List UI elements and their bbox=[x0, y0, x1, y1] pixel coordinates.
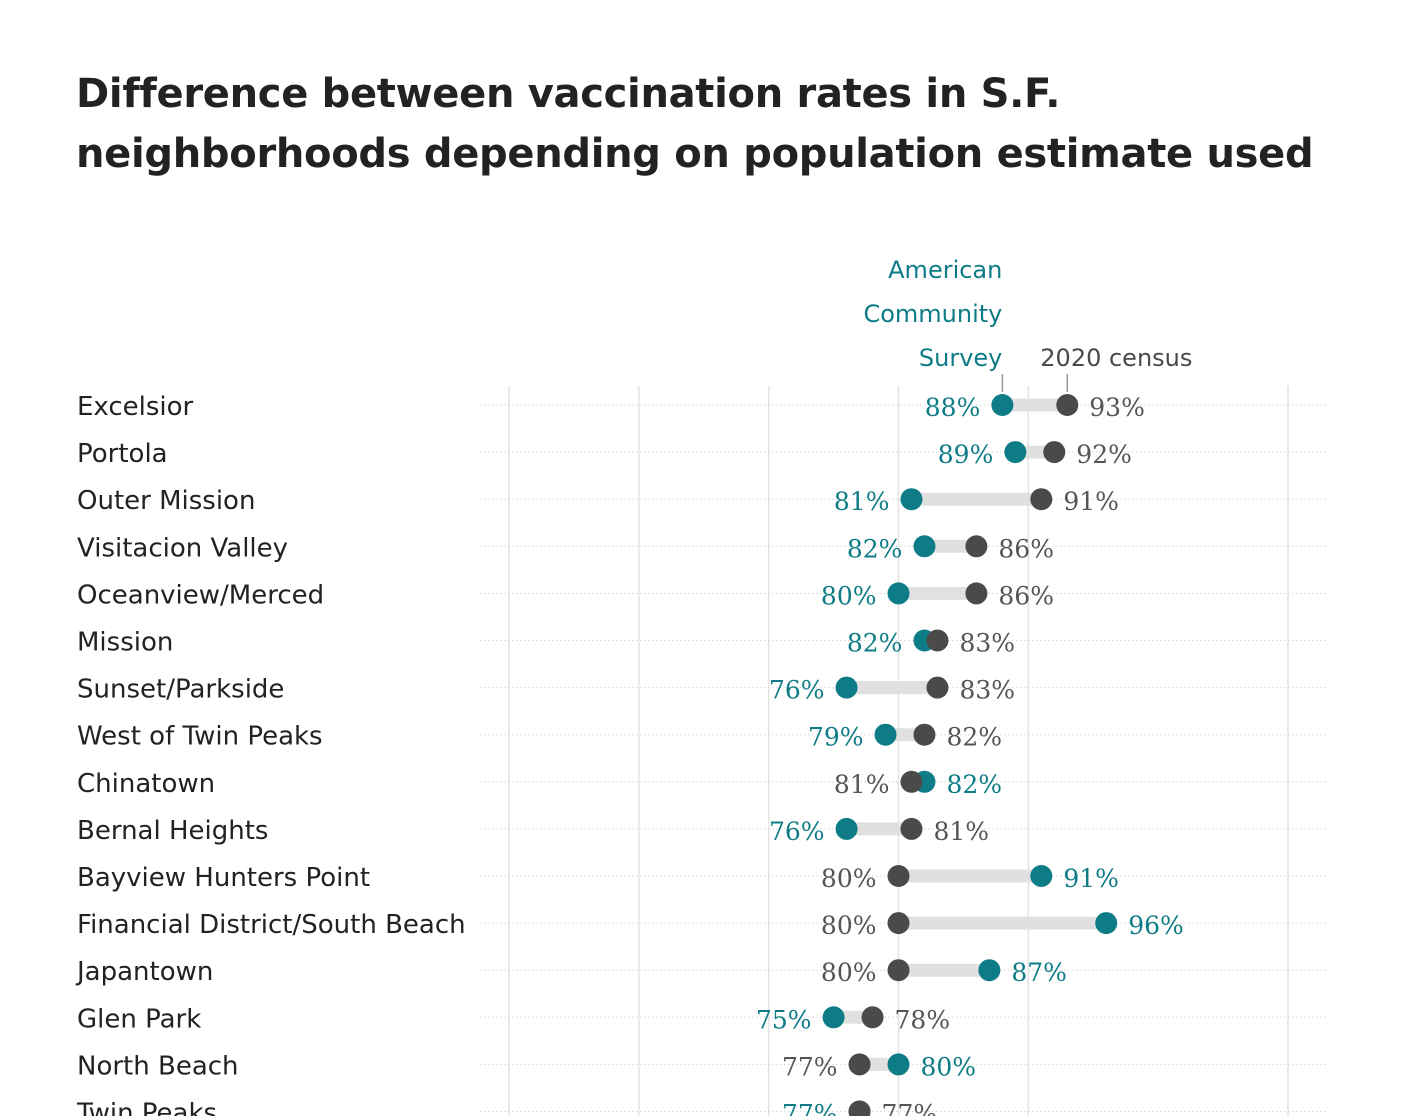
value-census-glen-park: 78% bbox=[895, 1005, 951, 1034]
value-census-twin-peaks: 77% bbox=[882, 1100, 938, 1116]
value-acs-visitacion-valley: 82% bbox=[847, 534, 903, 563]
dot-acs-japantown bbox=[978, 959, 1001, 982]
dot-acs-visitacion-valley bbox=[913, 535, 936, 558]
dot-acs-west-of-twin-peaks bbox=[874, 723, 897, 746]
dot-census-financial-district-south-beach bbox=[887, 912, 910, 935]
value-census-mission: 83% bbox=[959, 629, 1015, 658]
dot-census-outer-mission bbox=[1030, 488, 1053, 511]
chart-title: Difference between vaccination rates in … bbox=[76, 71, 1314, 177]
value-acs-twin-peaks: 77% bbox=[782, 1100, 838, 1116]
dot-census-west-of-twin-peaks bbox=[913, 723, 936, 746]
dot-census-excelsior bbox=[1056, 394, 1079, 416]
dot-census-visitacion-valley bbox=[965, 535, 988, 558]
row-label-japantown: Japantown bbox=[75, 957, 213, 987]
value-acs-chinatown: 82% bbox=[946, 770, 1002, 799]
row-label-north-beach: North Beach bbox=[77, 1051, 239, 1081]
value-acs-north-beach: 80% bbox=[921, 1052, 977, 1081]
value-acs-bernal-heights: 76% bbox=[769, 817, 825, 846]
dot-census-oceanview-merced bbox=[965, 582, 988, 605]
value-acs-outer-mission: 81% bbox=[834, 487, 890, 516]
value-acs-west-of-twin-peaks: 79% bbox=[808, 723, 864, 752]
row-label-twin-peaks: Twin Peaks bbox=[76, 1099, 217, 1116]
dot-census-japantown bbox=[887, 959, 910, 982]
dot-acs-bernal-heights bbox=[835, 817, 858, 840]
value-census-excelsior: 93% bbox=[1089, 393, 1145, 422]
value-census-financial-district-south-beach: 80% bbox=[821, 911, 877, 940]
dot-census-chinatown bbox=[900, 770, 923, 793]
value-census-bernal-heights: 81% bbox=[933, 817, 989, 846]
value-census-north-beach: 77% bbox=[782, 1052, 838, 1081]
dot-acs-oceanview-merced bbox=[887, 582, 910, 605]
legend-acs-line-3: Survey bbox=[919, 344, 1002, 372]
dot-census-portola bbox=[1043, 441, 1066, 464]
dot-acs-portola bbox=[1004, 441, 1027, 464]
row-label-west-of-twin-peaks: West of Twin Peaks bbox=[77, 722, 323, 752]
dot-census-twin-peaks bbox=[848, 1100, 871, 1116]
row-label-bernal-heights: Bernal Heights bbox=[77, 816, 268, 846]
value-acs-oceanview-merced: 80% bbox=[821, 581, 877, 610]
value-census-outer-mission: 91% bbox=[1063, 487, 1119, 516]
value-census-west-of-twin-peaks: 82% bbox=[946, 723, 1002, 752]
value-acs-sunset-parkside: 76% bbox=[769, 676, 825, 705]
value-census-bayview-hunters-point: 80% bbox=[821, 864, 877, 893]
dot-acs-glen-park bbox=[822, 1006, 845, 1029]
value-acs-mission: 82% bbox=[847, 629, 903, 658]
row-label-financial-district-south-beach: Financial District/South Beach bbox=[77, 910, 466, 940]
row-label-glen-park: Glen Park bbox=[77, 1004, 201, 1034]
value-acs-portola: 89% bbox=[938, 440, 994, 469]
row-label-chinatown: Chinatown bbox=[77, 769, 215, 799]
legend-acs-line-2: Community bbox=[863, 300, 1002, 328]
dot-census-bernal-heights bbox=[900, 817, 923, 840]
legend-census: 2020 census bbox=[1040, 344, 1192, 372]
value-census-portola: 92% bbox=[1076, 440, 1132, 469]
legend-acs-line-1: American bbox=[888, 256, 1002, 284]
row-label-bayview-hunters-point: Bayview Hunters Point bbox=[77, 863, 370, 893]
value-acs-excelsior: 88% bbox=[925, 393, 981, 422]
value-census-sunset-parkside: 83% bbox=[959, 676, 1015, 705]
value-acs-japantown: 87% bbox=[1011, 958, 1067, 987]
row-label-sunset-parkside: Sunset/Parkside bbox=[77, 675, 284, 705]
dot-acs-sunset-parkside bbox=[835, 676, 858, 699]
value-census-japantown: 80% bbox=[821, 958, 877, 987]
dot-acs-north-beach bbox=[887, 1053, 910, 1076]
dot-acs-outer-mission bbox=[900, 488, 923, 511]
row-label-visitacion-valley: Visitacion Valley bbox=[77, 533, 288, 563]
value-acs-financial-district-south-beach: 96% bbox=[1128, 911, 1184, 940]
row-label-outer-mission: Outer Mission bbox=[77, 486, 255, 516]
dot-census-sunset-parkside bbox=[926, 676, 949, 699]
value-census-oceanview-merced: 86% bbox=[998, 581, 1054, 610]
dot-census-north-beach bbox=[848, 1053, 871, 1076]
row-label-portola: Portola bbox=[77, 439, 168, 469]
row-label-oceanview-merced: Oceanview/Merced bbox=[77, 580, 324, 610]
dot-acs-excelsior bbox=[991, 394, 1014, 416]
row-label-mission: Mission bbox=[77, 628, 173, 658]
row-label-excelsior: Excelsior bbox=[77, 392, 194, 422]
dot-census-mission bbox=[926, 629, 949, 652]
dot-census-bayview-hunters-point bbox=[887, 865, 910, 887]
dot-acs-financial-district-south-beach bbox=[1095, 912, 1118, 935]
value-census-visitacion-valley: 86% bbox=[998, 534, 1054, 563]
dot-census-glen-park bbox=[861, 1006, 884, 1029]
value-census-chinatown: 81% bbox=[834, 770, 890, 799]
value-acs-glen-park: 75% bbox=[756, 1005, 812, 1034]
dot-acs-bayview-hunters-point bbox=[1030, 865, 1053, 887]
value-acs-bayview-hunters-point: 91% bbox=[1063, 864, 1119, 893]
